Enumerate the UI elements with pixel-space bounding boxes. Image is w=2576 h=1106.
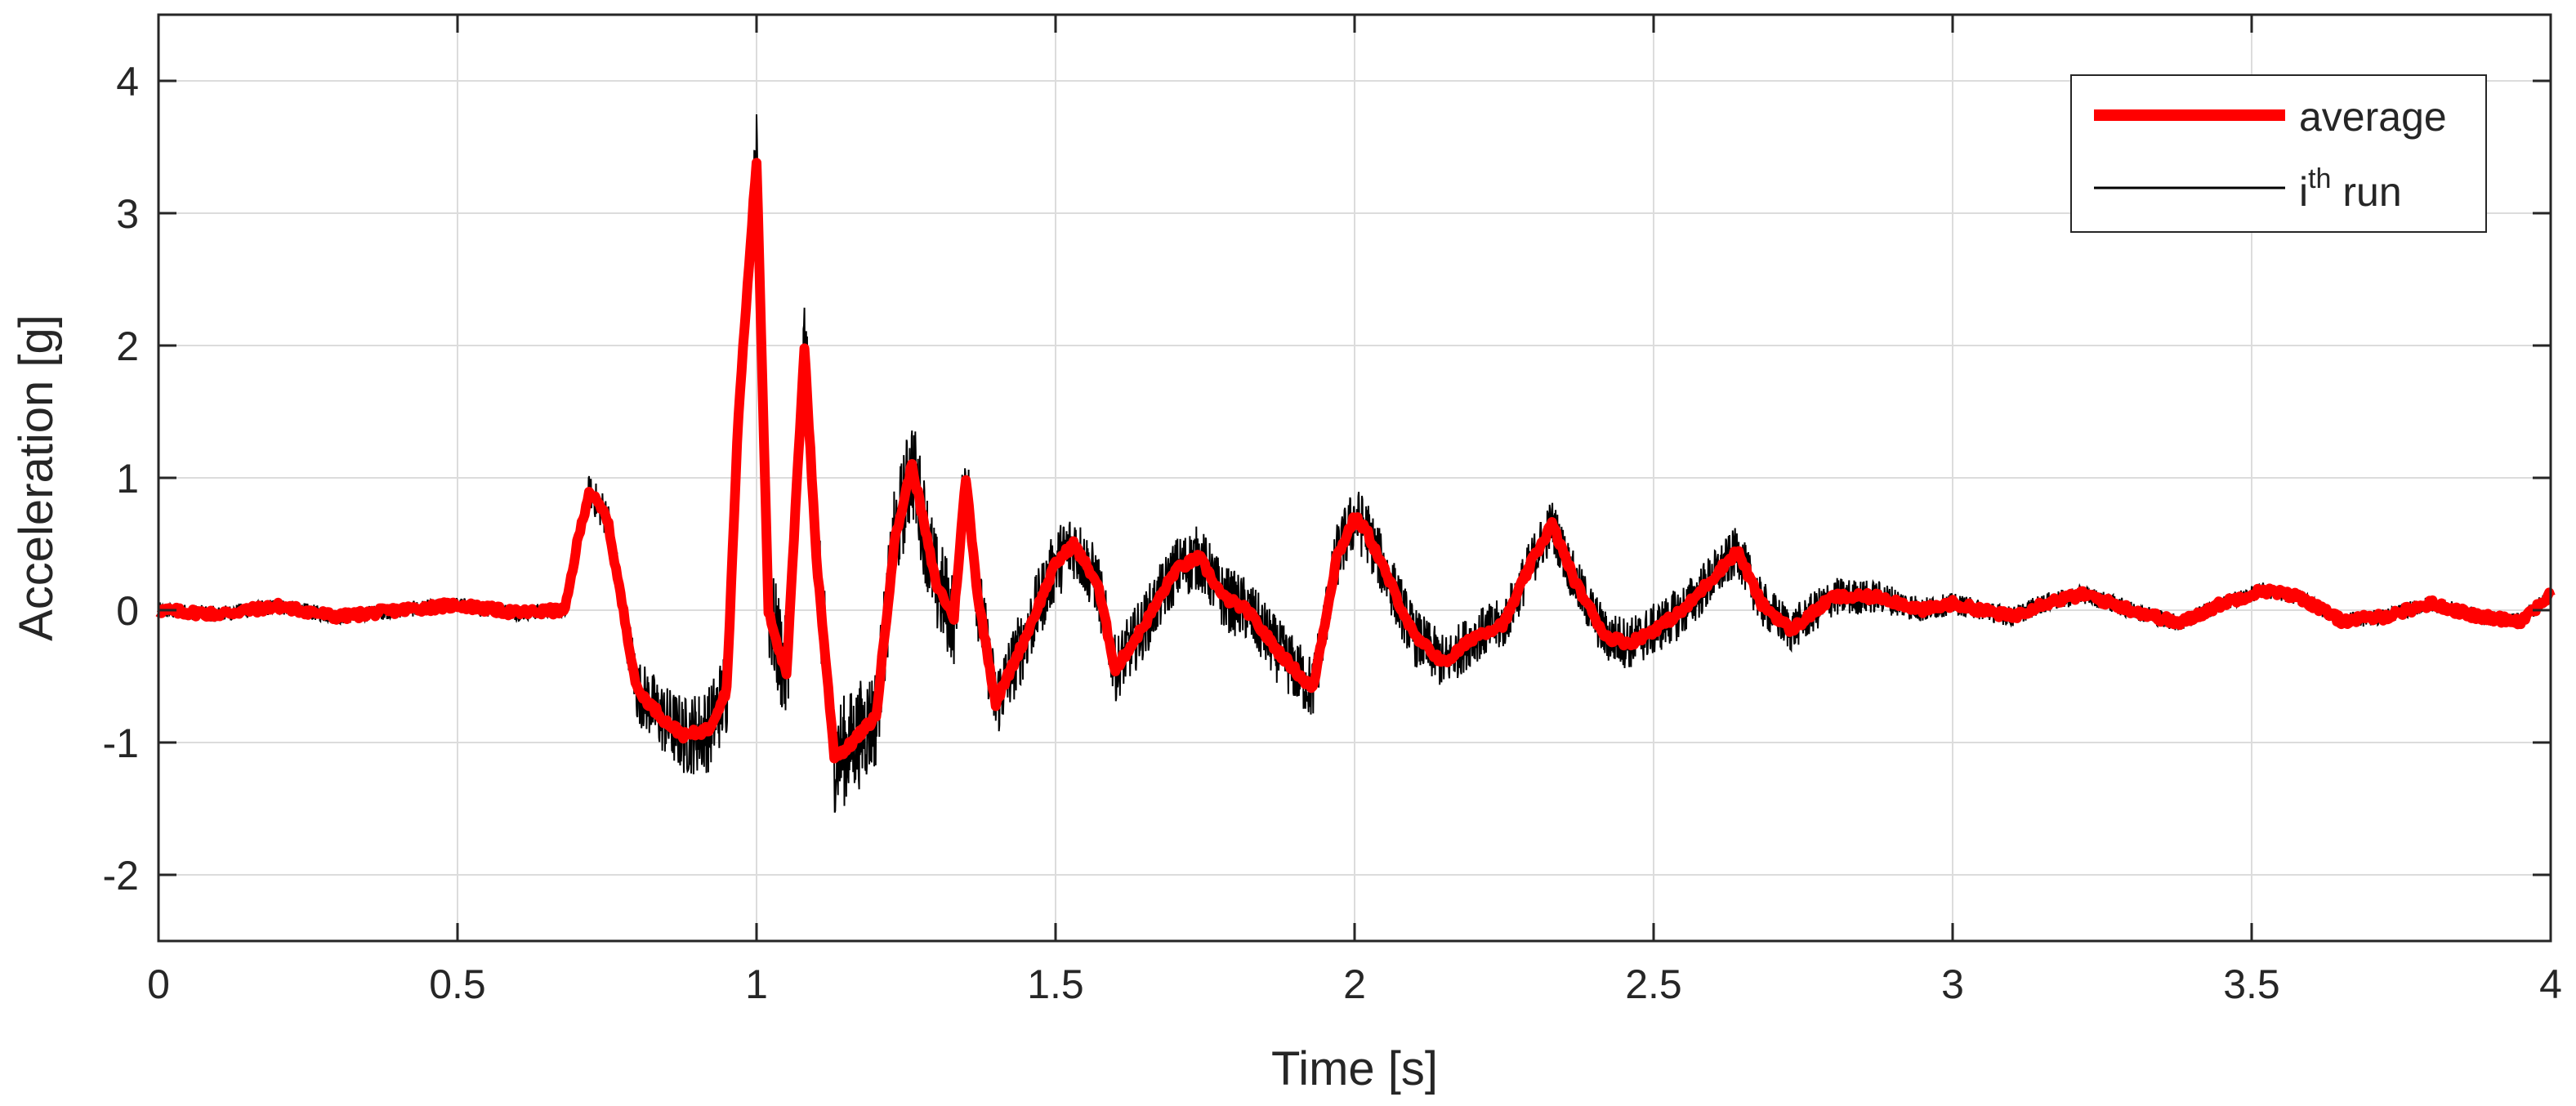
- x-tick-label: 1.5: [1027, 961, 1084, 1007]
- y-tick-label: 3: [116, 191, 139, 237]
- x-axis-title: Time [s]: [1271, 1042, 1438, 1095]
- average-line: [154, 158, 2556, 764]
- legend-label-average: average: [2299, 94, 2447, 140]
- y-tick-label: -2: [103, 853, 139, 899]
- y-axis-ticks: -2 -1 0 1 2 3 4: [103, 59, 2551, 899]
- legend-label-run-main: i: [2299, 169, 2308, 215]
- x-tick-label: 2: [1343, 961, 1366, 1007]
- x-axis-ticks: 0 0.5 1 1.5 2 2.5 3 3.5 4: [147, 15, 2562, 1007]
- y-tick-label: 0: [116, 588, 139, 634]
- x-tick-label: 3.5: [2223, 961, 2280, 1007]
- legend-label-run-sup: th: [2308, 163, 2331, 194]
- x-tick-label: 0: [147, 961, 170, 1007]
- legend: average ith run: [2070, 74, 2487, 233]
- x-tick-label: 2.5: [1625, 961, 1682, 1007]
- average-series: [154, 158, 2556, 764]
- y-tick-label: 2: [116, 323, 139, 369]
- x-tick-label: 0.5: [429, 961, 486, 1007]
- legend-label-run-suffix: run: [2331, 169, 2401, 215]
- y-tick-label: -1: [103, 720, 139, 766]
- x-tick-label: 1: [745, 961, 768, 1007]
- y-axis-title: Acceleration [g]: [10, 314, 63, 641]
- legend-box: [2070, 74, 2487, 233]
- x-tick-label: 3: [1941, 961, 1964, 1007]
- legend-label-run: ith run: [2299, 163, 2402, 215]
- y-tick-label: 4: [116, 59, 139, 105]
- y-tick-label: 1: [116, 456, 139, 502]
- x-tick-label: 4: [2539, 961, 2562, 1007]
